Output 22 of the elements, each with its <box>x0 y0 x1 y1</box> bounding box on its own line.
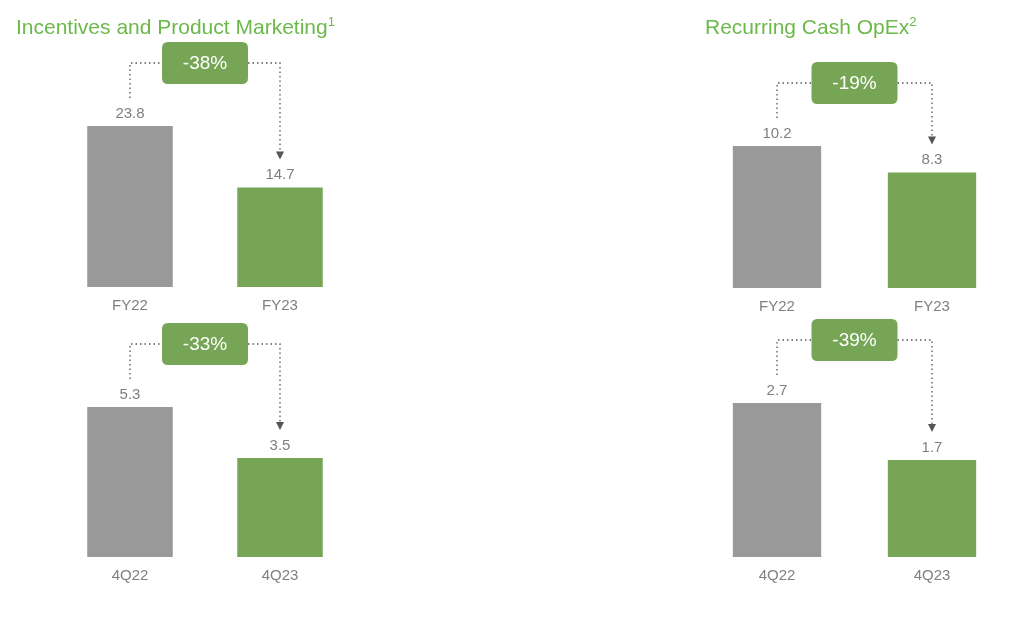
data-label: 8.3 <box>921 150 943 168</box>
x-tick-label: 4Q23 <box>261 566 299 584</box>
x-tick-label: FY23 <box>262 296 298 314</box>
x-tick-label: 4Q22 <box>758 566 796 584</box>
data-label: 1.7 <box>921 437 943 455</box>
text: -39% <box>832 329 877 351</box>
x-tick-label: 4Q23 <box>913 566 951 584</box>
data-label: 2.7 <box>766 380 788 398</box>
data-label: 5.3 <box>119 384 141 402</box>
x-tick-label: FY23 <box>914 297 950 315</box>
x-tick-label: FY22 <box>112 296 148 314</box>
chart-title: Incentives and Product Marketing$^{1}$ <box>16 14 335 39</box>
text: -33% <box>182 333 228 355</box>
x-tick-label: 4Q22 <box>111 566 149 584</box>
text: -19% <box>832 72 877 94</box>
data-label: 14.7 <box>265 165 295 183</box>
data-label: 23.8 <box>115 103 145 121</box>
chart-title: Recurring Cash OpEx$^{2}$ <box>705 14 917 39</box>
data-label: 3.5 <box>269 435 291 453</box>
text: -38% <box>182 52 228 74</box>
data-label: 10.2 <box>762 123 792 141</box>
x-tick-label: FY22 <box>759 297 795 315</box>
